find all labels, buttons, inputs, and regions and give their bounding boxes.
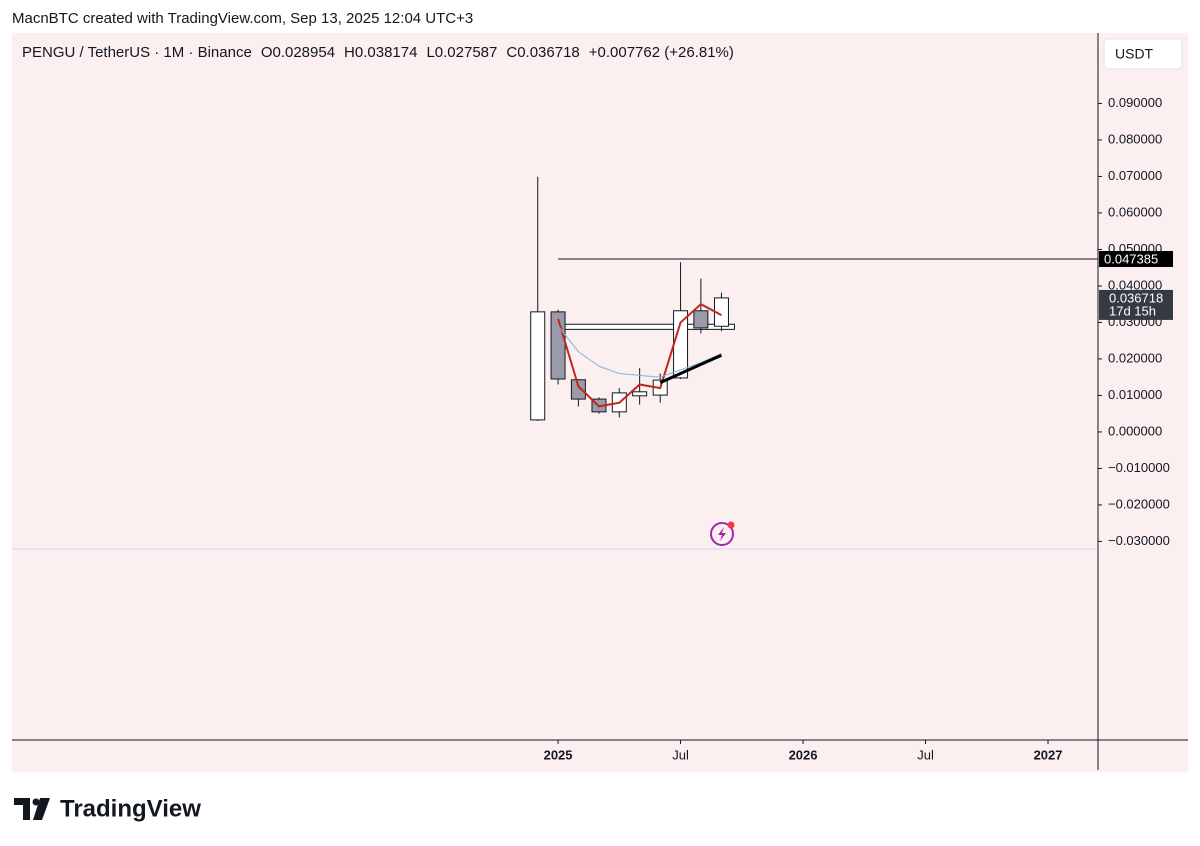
candle-body [632,391,648,397]
countdown: 17d 15h [1109,303,1156,318]
x-tick-label: 2027 [1034,747,1063,762]
legend-item: O0.028954 [261,44,335,61]
x-tick-label: Jul [917,747,934,762]
y-tick-label: 0.070000 [1108,168,1162,183]
y-tick-label: 0.090000 [1108,95,1162,110]
y-tick-label: −0.010000 [1108,460,1170,475]
y-tick-label: 0.010000 [1108,387,1162,402]
alert-bolt[interactable] [718,527,726,541]
candle-body [693,310,709,329]
y-tick-label: 0.080000 [1108,131,1162,146]
legend-item: L0.027587 [426,44,497,61]
candle-body [570,379,586,400]
alert-icon[interactable] [710,521,735,546]
brand: TradingView [60,795,201,822]
last-price-box [1099,289,1173,320]
y-tick-label: 0.000000 [1108,423,1162,438]
credit: MacnBTC created with TradingView.com, Se… [12,10,473,27]
level-label: 0.047385 [1104,251,1158,266]
y-tick-label: 0.040000 [1108,277,1162,292]
candle-body [530,311,546,421]
last-price-label: 0.036718 [1109,290,1163,305]
logo: TradingView [14,795,201,822]
indicator-line [557,325,722,378]
logo-mark [14,798,30,820]
level-label-box [1099,250,1173,267]
y-tick-label: 0.060000 [1108,204,1162,219]
currency-button[interactable] [1103,38,1183,70]
alert-dot[interactable] [727,521,735,529]
x-tick-label: 2026 [789,747,818,762]
currency[interactable]: USDT [1115,46,1154,62]
alert-circle[interactable] [710,522,734,546]
x-tick-label: Jul [672,747,689,762]
legend-item: +0.007762 (+26.81%) [589,44,734,61]
legend-item: H0.038174 [344,44,417,61]
indicator-line [557,303,722,408]
x-tick-label: 2025 [544,747,573,762]
logo-mark [32,798,40,806]
legend-item: PENGU / TetherUS · 1M · Binance [22,44,252,61]
logo-mark [33,798,50,820]
y-tick-label: 0.020000 [1108,350,1162,365]
indicator-line [659,353,723,385]
legend-item: C0.036718 [506,44,579,61]
y-tick-label: −0.020000 [1108,496,1170,511]
y-tick-label: −0.030000 [1108,533,1170,548]
